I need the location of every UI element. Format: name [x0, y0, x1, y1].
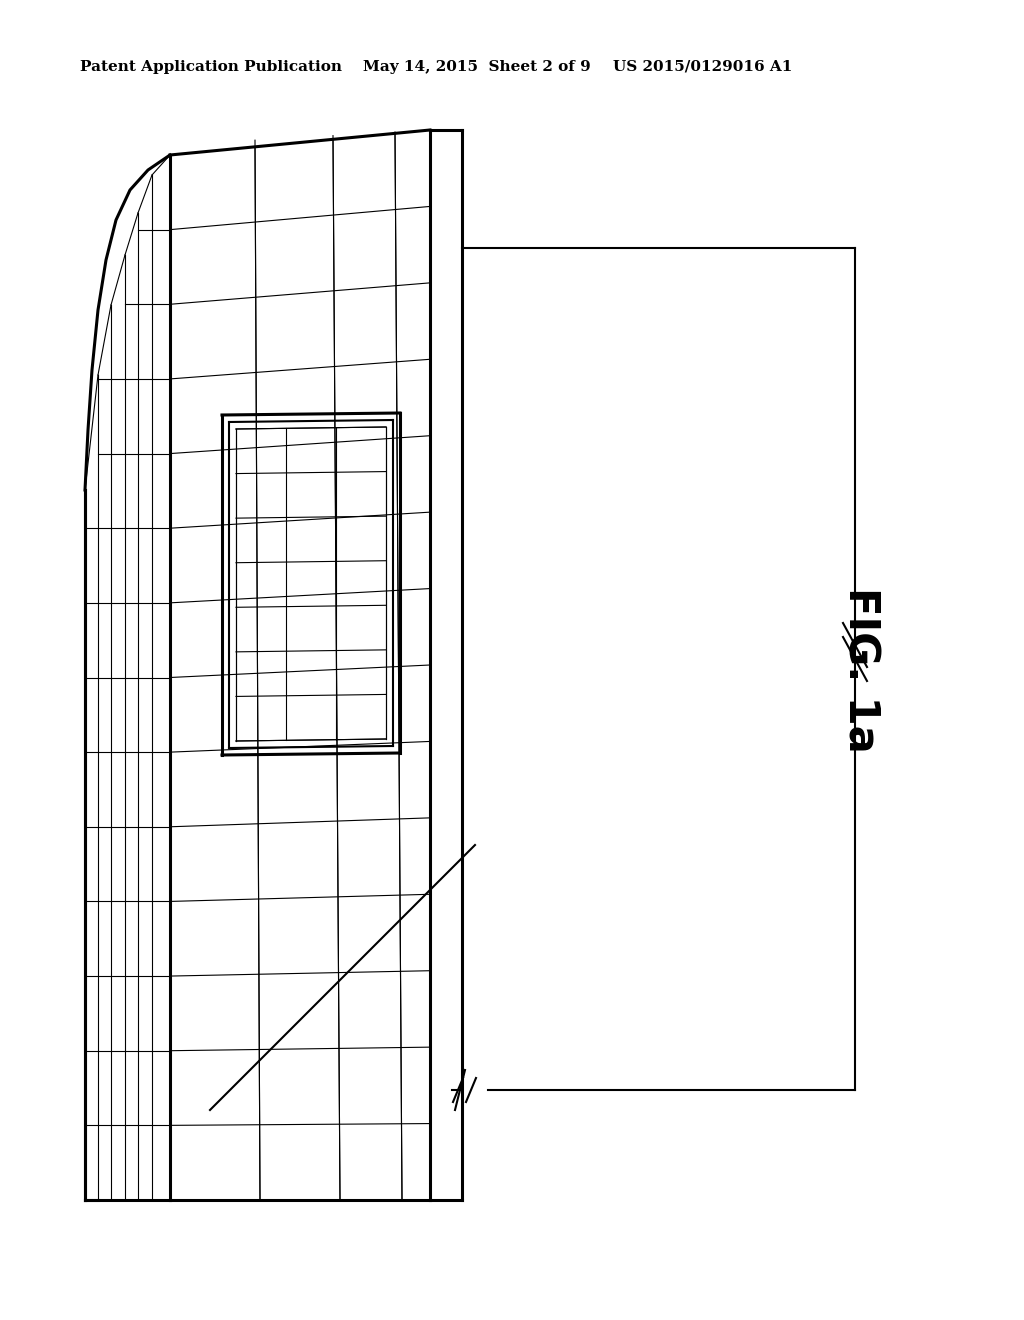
Text: Patent Application Publication: Patent Application Publication: [80, 59, 342, 74]
Text: US 2015/0129016 A1: US 2015/0129016 A1: [613, 59, 793, 74]
Text: FIG. 1a: FIG. 1a: [839, 587, 881, 752]
Text: May 14, 2015  Sheet 2 of 9: May 14, 2015 Sheet 2 of 9: [362, 59, 591, 74]
